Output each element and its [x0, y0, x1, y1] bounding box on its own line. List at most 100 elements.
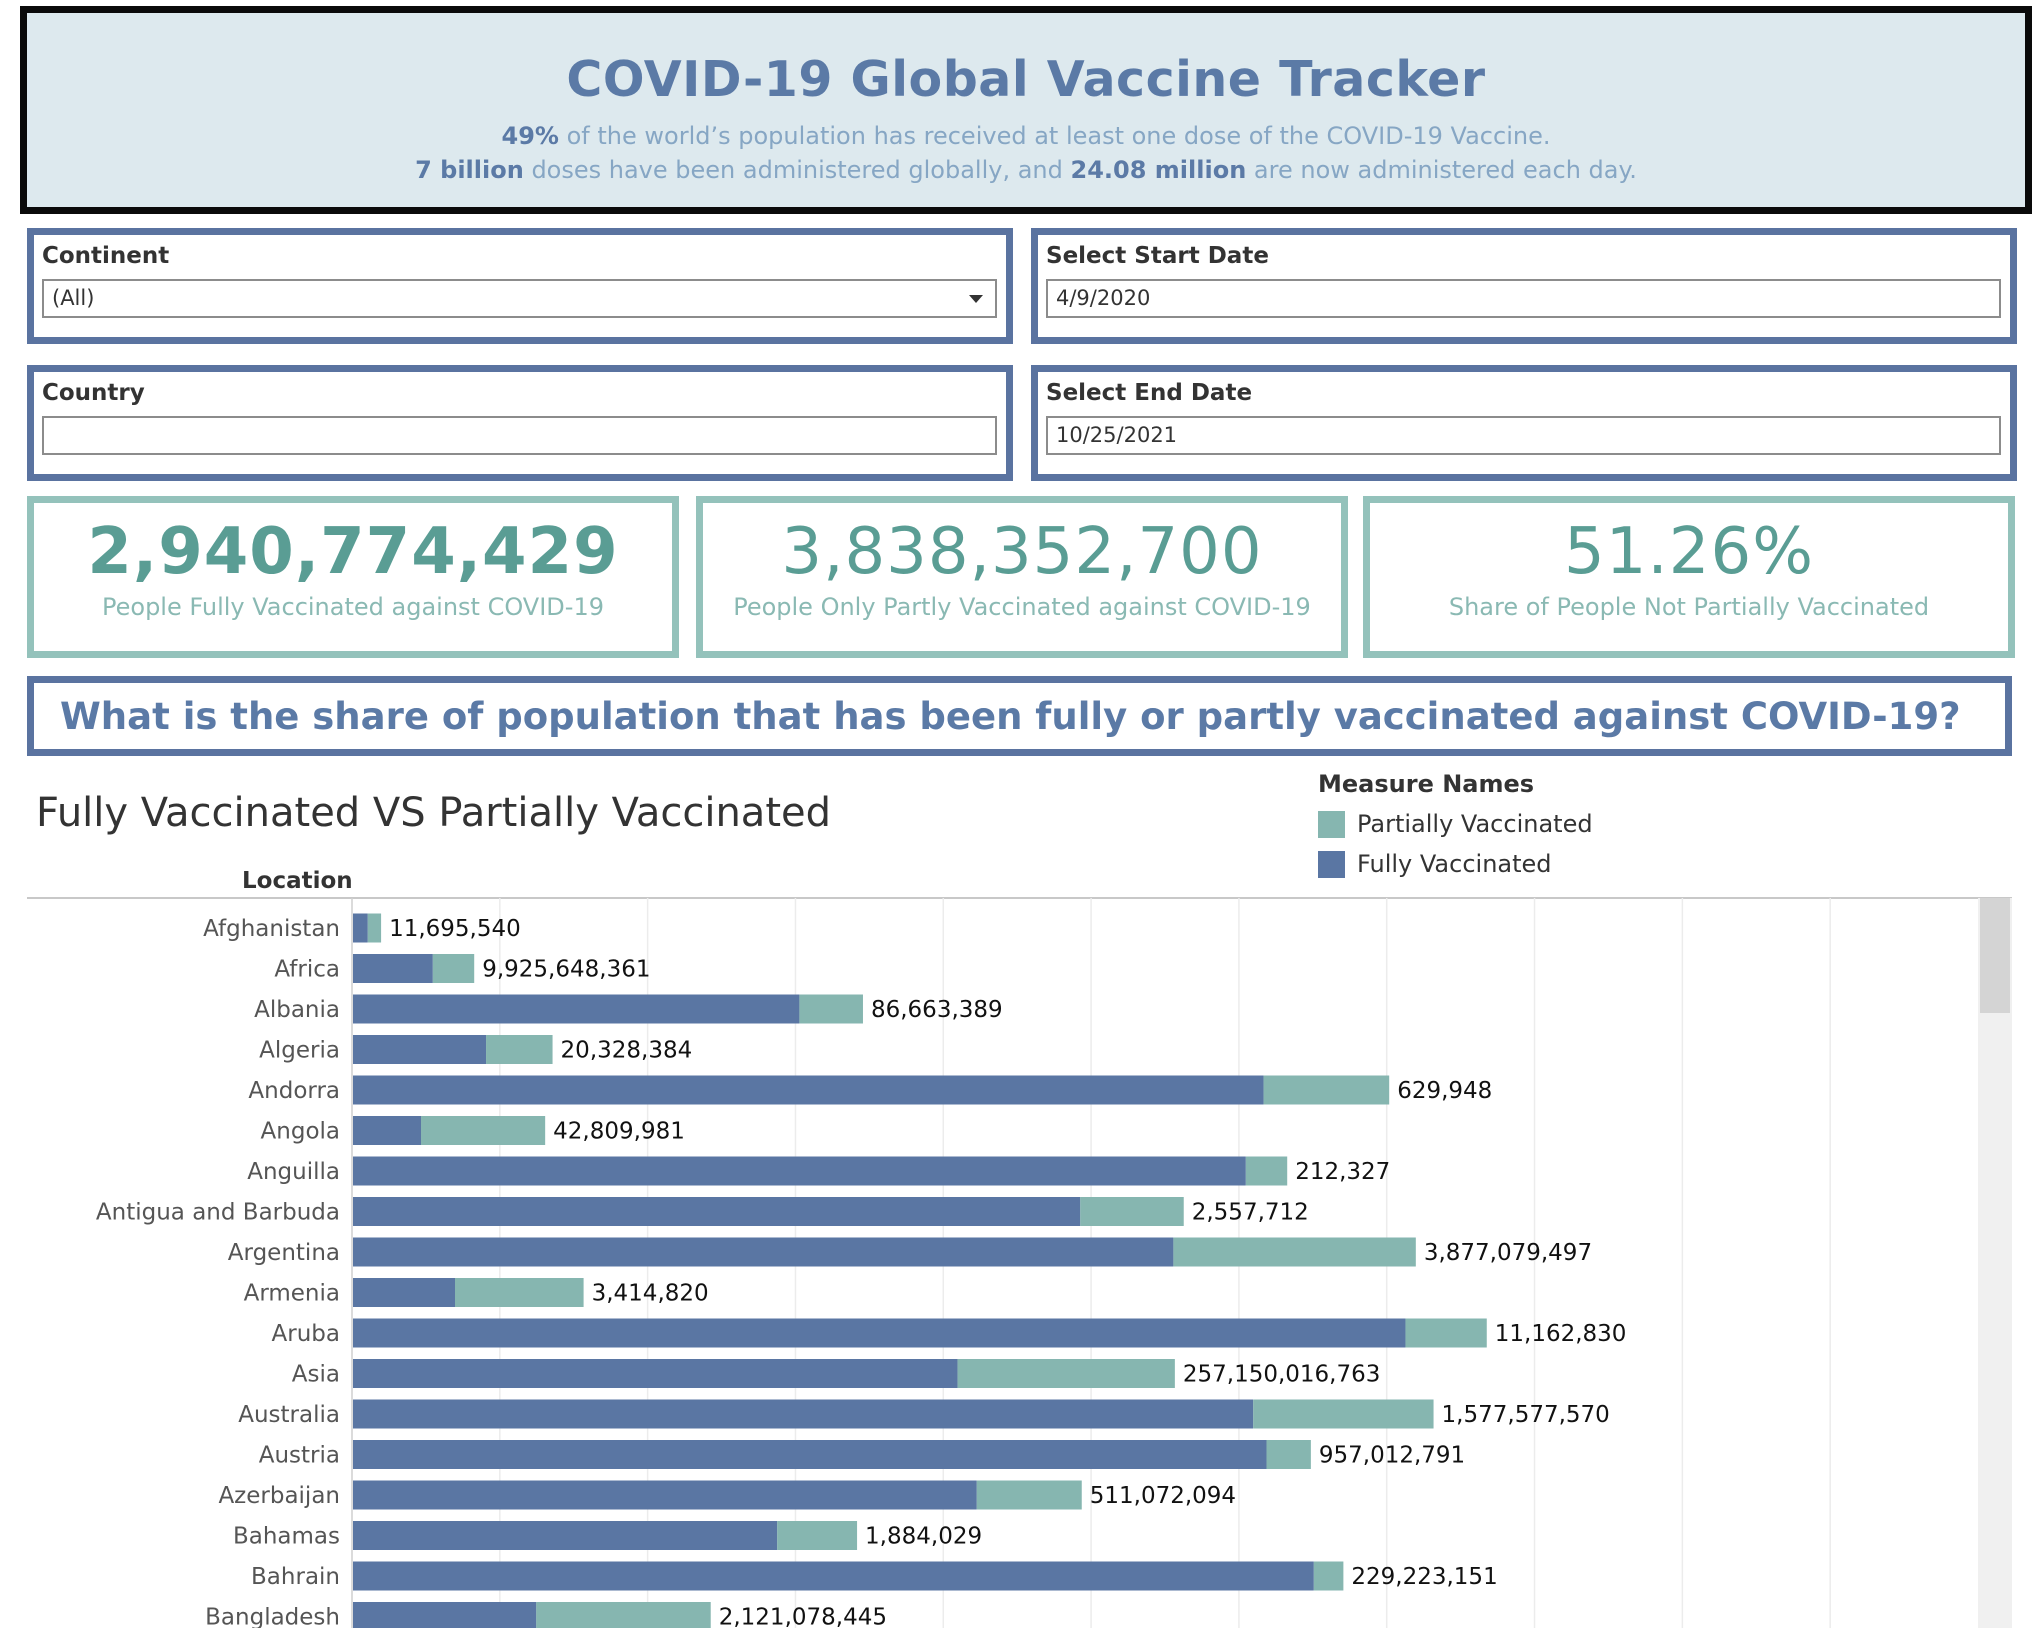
bar-fully-vaccinated[interactable] [353, 994, 800, 1024]
bar-partially-vaccinated[interactable] [1080, 1197, 1184, 1226]
bar-value-label: 42,809,981 [553, 1119, 685, 1145]
continent-filter-label: Continent [42, 243, 170, 269]
start-date-input[interactable]: 4/9/2020 [1046, 279, 2001, 318]
bar-fully-vaccinated[interactable] [353, 1116, 421, 1145]
row-label[interactable]: Algeria [259, 1038, 340, 1064]
row-label[interactable]: Bahamas [233, 1524, 340, 1550]
share-at-least-one-dose: 49% [501, 122, 559, 150]
bar-partially-vaccinated[interactable] [1253, 1399, 1434, 1429]
bar-fully-vaccinated[interactable] [353, 1561, 1314, 1591]
bar-partially-vaccinated[interactable] [1266, 1440, 1311, 1469]
chart-scrollbar[interactable] [1978, 898, 2012, 1628]
row-label[interactable]: Bahrain [251, 1564, 340, 1590]
continent-dropdown-value: (All) [52, 286, 95, 310]
bar-fully-vaccinated[interactable] [353, 1602, 537, 1628]
chart-title: Fully Vaccinated VS Partially Vaccinated [36, 790, 831, 836]
bar-partially-vaccinated[interactable] [957, 1359, 1175, 1388]
bar-partially-vaccinated[interactable] [976, 1480, 1082, 1510]
bar-partially-vaccinated[interactable] [367, 913, 382, 943]
continent-dropdown[interactable]: (All) [42, 279, 997, 318]
kpi-not-vaccinated-caption: Share of People Not Partially Vaccinated [1448, 593, 1930, 621]
bar-value-label: 20,328,384 [561, 1038, 693, 1064]
bar-value-label: 2,121,078,445 [719, 1605, 887, 1628]
bar-partially-vaccinated[interactable] [777, 1521, 858, 1550]
doses-administered-total: 7 billion [415, 156, 524, 184]
kpi-partly-vaccinated-value: 3,838,352,700 [781, 515, 1263, 589]
bar-fully-vaccinated[interactable] [353, 1156, 1246, 1186]
legend-title: Measure Names [1318, 770, 1535, 798]
legend-label-fully: Fully Vaccinated [1357, 850, 1552, 878]
bar-fully-vaccinated[interactable] [353, 1399, 1254, 1429]
row-label[interactable]: Anguilla [247, 1159, 340, 1185]
bar-value-label: 1,884,029 [865, 1524, 982, 1550]
kpi-partly-vaccinated: 3,838,352,700 People Only Partly Vaccina… [696, 496, 1348, 658]
doses-per-day: 24.08 million [1070, 156, 1247, 184]
bar-partially-vaccinated[interactable] [799, 994, 863, 1024]
bar-fully-vaccinated[interactable] [353, 1440, 1267, 1469]
bar-fully-vaccinated[interactable] [353, 1318, 1406, 1348]
bar-value-label: 957,012,791 [1319, 1443, 1465, 1469]
header-stat-text-1: of the world’s population has received a… [558, 122, 1551, 150]
bar-partially-vaccinated[interactable] [1173, 1237, 1416, 1267]
row-label[interactable]: Austria [259, 1443, 340, 1469]
row-label[interactable]: Afghanistan [203, 916, 340, 942]
end-date-filter: Select End Date 10/25/2021 [1031, 365, 2017, 481]
bar-fully-vaccinated[interactable] [353, 913, 368, 943]
bar-partially-vaccinated[interactable] [536, 1602, 711, 1628]
end-date-label: Select End Date [1046, 380, 1253, 406]
bar-value-label: 257,150,016,763 [1183, 1362, 1381, 1388]
chart-top-rule [27, 897, 2012, 899]
bar-fully-vaccinated[interactable] [353, 1521, 778, 1550]
location-column-header[interactable]: Location [242, 868, 353, 894]
scrollbar-thumb[interactable] [1980, 898, 2010, 1013]
bar-fully-vaccinated[interactable] [353, 1359, 958, 1388]
bar-value-label: 86,663,389 [871, 997, 1003, 1023]
start-date-filter: Select Start Date 4/9/2020 [1031, 228, 2017, 344]
bar-partially-vaccinated[interactable] [486, 1035, 553, 1064]
bar-value-label: 11,695,540 [389, 916, 521, 942]
bar-fully-vaccinated[interactable] [353, 1075, 1264, 1105]
row-label[interactable]: Armenia [244, 1281, 340, 1307]
country-input[interactable] [42, 416, 997, 455]
header-stat-line-2: 7 billion doses have been administered g… [27, 156, 2025, 184]
row-label[interactable]: Aruba [272, 1321, 340, 1347]
bar-partially-vaccinated[interactable] [1245, 1156, 1288, 1186]
legend-item-fully[interactable]: Fully Vaccinated [1318, 850, 1593, 878]
bar-partially-vaccinated[interactable] [1313, 1561, 1344, 1591]
bar-fully-vaccinated[interactable] [353, 1480, 977, 1510]
row-label[interactable]: Albania [254, 997, 340, 1023]
legend-item-partially[interactable]: Partially Vaccinated [1318, 810, 1593, 838]
bar-value-label: 212,327 [1295, 1159, 1390, 1185]
row-label[interactable]: Azerbaijan [218, 1483, 340, 1509]
bar-fully-vaccinated[interactable] [353, 1278, 455, 1307]
row-label[interactable]: Andorra [248, 1078, 340, 1104]
bar-fully-vaccinated[interactable] [353, 954, 433, 983]
continent-filter: Continent (All) [27, 228, 1013, 344]
bar-partially-vaccinated[interactable] [420, 1116, 546, 1145]
row-label[interactable]: Angola [261, 1119, 340, 1145]
row-label[interactable]: Antigua and Barbuda [96, 1200, 340, 1226]
country-filter-label: Country [42, 380, 145, 406]
kpi-fully-vaccinated-caption: People Fully Vaccinated against COVID-19 [102, 593, 604, 621]
bar-partially-vaccinated[interactable] [454, 1278, 584, 1307]
row-label[interactable]: Bangladesh [205, 1605, 340, 1628]
row-label[interactable]: Asia [292, 1362, 340, 1388]
row-label[interactable]: Africa [274, 957, 340, 983]
kpi-not-vaccinated-share: 51.26% Share of People Not Partially Vac… [1363, 496, 2015, 658]
bar-partially-vaccinated[interactable] [1263, 1075, 1390, 1105]
bar-fully-vaccinated[interactable] [353, 1035, 487, 1064]
kpi-fully-vaccinated: 2,940,774,429 People Fully Vaccinated ag… [27, 496, 679, 658]
question-banner: What is the share of population that has… [27, 676, 2012, 756]
bar-fully-vaccinated[interactable] [353, 1197, 1081, 1226]
country-filter: Country [27, 365, 1013, 481]
row-label[interactable]: Australia [238, 1402, 340, 1428]
end-date-input[interactable]: 10/25/2021 [1046, 416, 2001, 455]
question-text: What is the share of population that has… [60, 695, 1961, 738]
bar-partially-vaccinated[interactable] [1405, 1318, 1487, 1348]
chevron-down-icon[interactable] [969, 295, 983, 303]
row-label[interactable]: Argentina [228, 1240, 340, 1266]
bar-partially-vaccinated[interactable] [432, 954, 475, 983]
bar-fully-vaccinated[interactable] [353, 1237, 1174, 1267]
bar-value-label: 3,414,820 [592, 1281, 709, 1307]
